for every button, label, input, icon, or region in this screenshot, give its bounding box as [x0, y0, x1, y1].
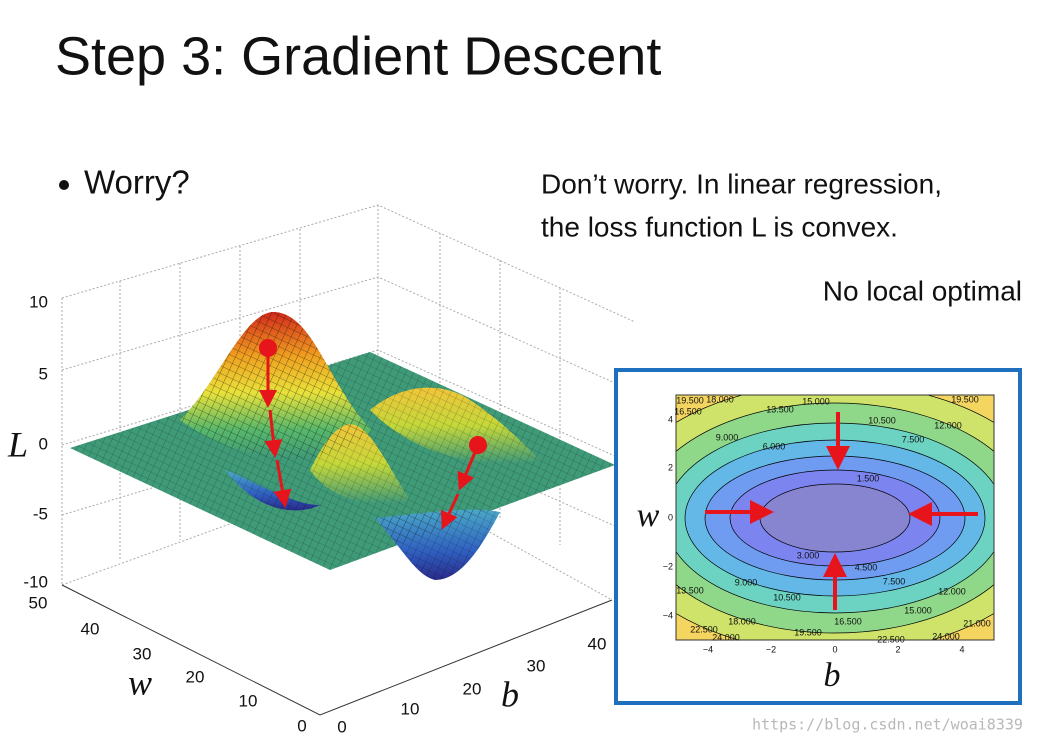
w-tick-label: 0 — [297, 716, 306, 735]
w-tick-label: 10 — [239, 691, 258, 710]
z-tick-label: 5 — [39, 364, 48, 383]
contour-label: 4.500 — [855, 562, 878, 572]
contour-label: 13.500 — [676, 585, 704, 595]
b-tick-label: 2 — [895, 644, 900, 654]
contour-label: 24.000 — [932, 631, 960, 641]
note-line: the loss function L is convex. — [541, 211, 898, 242]
w-tick-label: −4 — [663, 610, 673, 620]
axis-label: w — [128, 662, 152, 702]
b-tick-label: 4 — [959, 644, 964, 654]
z-tick-label: 10 — [29, 292, 48, 311]
b-tick-label: 20 — [463, 679, 482, 698]
contour-plot — [676, 395, 994, 640]
contour-label: 12.000 — [934, 420, 962, 430]
b-tick-label: 40 — [588, 634, 607, 653]
contour-label: 1.500 — [857, 473, 880, 483]
contour-label: 24.000 — [712, 632, 740, 642]
contour-label: 7.500 — [883, 576, 906, 586]
contour-label: 15.000 — [802, 396, 830, 406]
contour-label: 22.500 — [877, 634, 905, 644]
contour-label: 6.000 — [763, 441, 786, 451]
contour-label: 21.000 — [963, 618, 991, 628]
axis-label: w — [637, 497, 660, 534]
watermark: https://blog.csdn.net/woai8339 — [752, 716, 1023, 734]
b-tick-label: 0 — [337, 717, 346, 736]
w-tick-label: −2 — [663, 561, 673, 571]
w-tick-label: 20 — [186, 667, 205, 686]
contour-label: 3.000 — [797, 550, 820, 560]
w-tick-label: 50 — [29, 593, 48, 612]
bullet-text: Worry? — [84, 164, 190, 201]
contour-label: 9.000 — [735, 577, 758, 587]
w-tick-label: 30 — [133, 644, 152, 663]
remark: No local optimal — [823, 275, 1022, 306]
contour-label: 10.500 — [868, 415, 896, 425]
b-tick-label: −2 — [766, 644, 776, 654]
w-tick-label: 2 — [668, 462, 673, 472]
b-tick-label: 10 — [401, 699, 420, 718]
contour-label: 18.000 — [728, 616, 756, 626]
b-tick-label: 0 — [832, 644, 837, 654]
slide-title: Step 3: Gradient Descent — [55, 26, 661, 86]
contour-label: 15.000 — [904, 605, 932, 615]
axis-label: b — [824, 657, 841, 694]
contour-label: 9.000 — [716, 432, 739, 442]
contour-label: 10.500 — [773, 592, 801, 602]
w-tick-label: 0 — [668, 512, 673, 522]
bullet-dot — [59, 180, 69, 190]
contour-label: 19.500 — [794, 627, 822, 637]
contour-label: 22.500 — [690, 624, 718, 634]
note-line: Don’t worry. In linear regression, — [541, 168, 942, 199]
contour-label: 18.000 — [706, 394, 734, 404]
plot-area — [675, 394, 995, 641]
axis-label: L — [7, 424, 28, 464]
b-tick-label: −4 — [703, 644, 713, 654]
contour-label: 13.500 — [766, 404, 794, 414]
descent-arrows — [259, 339, 487, 530]
contour-label: 7.500 — [902, 434, 925, 444]
z-tick-label: 0 — [39, 434, 48, 453]
contour-label: 16.500 — [834, 616, 862, 626]
contour-label: 19.500 — [676, 395, 704, 405]
contour-label: 12.000 — [938, 586, 966, 596]
axis-label: b — [501, 674, 519, 714]
w-tick-label: 4 — [668, 414, 673, 424]
z-tick-label: -5 — [33, 504, 48, 523]
w-tick-label: 40 — [81, 619, 100, 638]
contour-arrows — [705, 412, 978, 610]
b-tick-label: 30 — [527, 656, 546, 675]
contour-label: 19.500 — [951, 394, 979, 404]
z-tick-label: -10 — [23, 572, 48, 591]
surface — [70, 311, 615, 580]
contour-label: 16.500 — [674, 406, 702, 416]
surface-plot — [61, 204, 636, 716]
